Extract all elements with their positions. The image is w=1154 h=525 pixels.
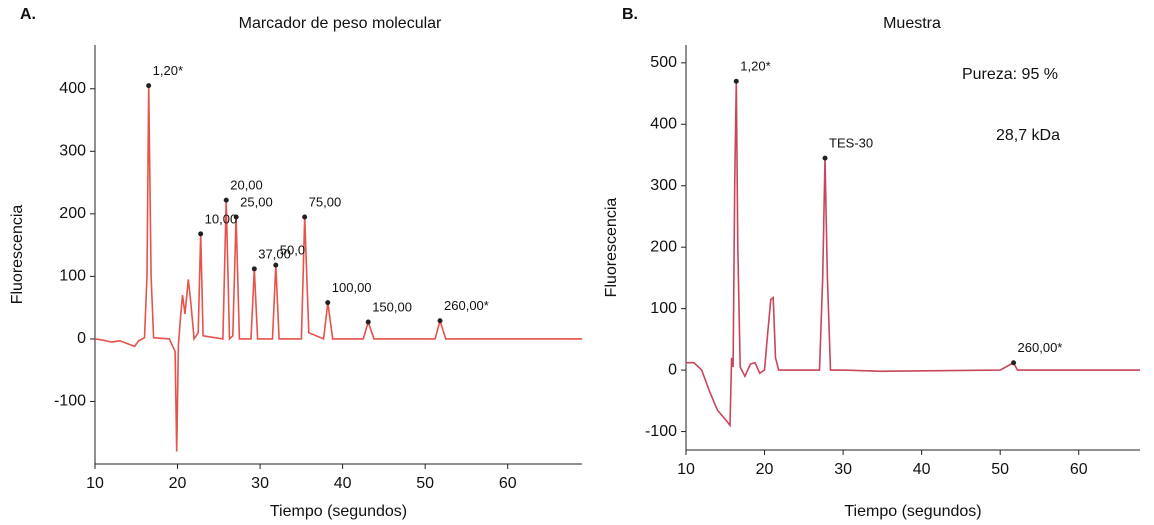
peak-marker (822, 155, 828, 161)
peak-label: 260,00* (444, 298, 489, 313)
peak-marker (233, 214, 239, 220)
y-tick-label: 100 (650, 300, 677, 317)
peak-marker (1011, 360, 1017, 366)
peak-marker (302, 214, 308, 220)
peak-label: 1,20* (153, 63, 183, 78)
y-tick-label: -100 (54, 393, 86, 410)
peak-marker (733, 78, 739, 84)
x-tick-label: 20 (756, 461, 774, 478)
y-tick-label: 400 (59, 80, 86, 97)
peak-label: 50,0 (280, 243, 305, 258)
x-tick-label: 40 (913, 461, 931, 478)
y-tick-label: 200 (650, 238, 677, 255)
peak-label: TES-30 (829, 136, 873, 151)
peak-label: 150,00 (372, 299, 412, 314)
x-tick-label: 60 (499, 475, 517, 492)
peak-marker (325, 300, 331, 306)
y-tick-label: 300 (59, 143, 86, 160)
panel-label: A. (20, 6, 36, 23)
peak-marker (273, 262, 279, 268)
peak-label: 25,00 (240, 194, 273, 209)
y-tick-label: 0 (77, 330, 86, 347)
annotation: 28,7 kDa (996, 127, 1060, 144)
peak-marker (146, 83, 152, 89)
peak-label: 75,00 (309, 194, 342, 209)
y-axis-label: Fluorescencia (603, 198, 620, 298)
x-tick-label: 50 (991, 461, 1009, 478)
x-tick-label: 20 (169, 475, 187, 492)
x-tick-label: 50 (416, 475, 434, 492)
y-tick-label: 100 (59, 268, 86, 285)
y-tick-label: 200 (59, 205, 86, 222)
chart-title: Muestra (883, 15, 941, 32)
peak-label: 37,00 (258, 246, 291, 261)
peak-label: 100,00 (332, 280, 372, 295)
y-tick-label: 500 (650, 54, 677, 71)
trace-line (94, 85, 582, 452)
annotation: Pureza: 95 % (962, 66, 1058, 83)
peak-marker (365, 319, 371, 325)
peak-marker (223, 197, 229, 203)
x-tick-label: 10 (86, 475, 104, 492)
x-tick-label: 30 (251, 475, 269, 492)
chart-title: Marcador de peso molecular (239, 15, 442, 32)
peak-label: 10,00 (205, 211, 238, 226)
x-axis-label: Tiempo (segundos) (844, 503, 981, 520)
x-tick-label: 60 (1070, 461, 1088, 478)
peak-marker (198, 231, 204, 237)
y-axis-label: Fluorescencia (9, 205, 26, 305)
x-axis-label: Tiempo (segundos) (270, 503, 407, 520)
trace-line (686, 81, 1140, 428)
x-tick-label: 10 (677, 461, 695, 478)
peak-marker (251, 266, 257, 272)
panel-label: B. (622, 6, 638, 23)
peak-marker (437, 318, 443, 324)
y-tick-label: 300 (650, 177, 677, 194)
x-tick-label: 40 (334, 475, 352, 492)
x-tick-label: 30 (834, 461, 852, 478)
peak-label: 260,00* (1018, 340, 1063, 355)
y-tick-label: -100 (645, 423, 677, 440)
y-tick-label: 400 (650, 115, 677, 132)
peak-label: 1,20* (740, 59, 770, 74)
peak-label: 20,00 (230, 178, 263, 193)
y-tick-label: 0 (668, 361, 677, 378)
